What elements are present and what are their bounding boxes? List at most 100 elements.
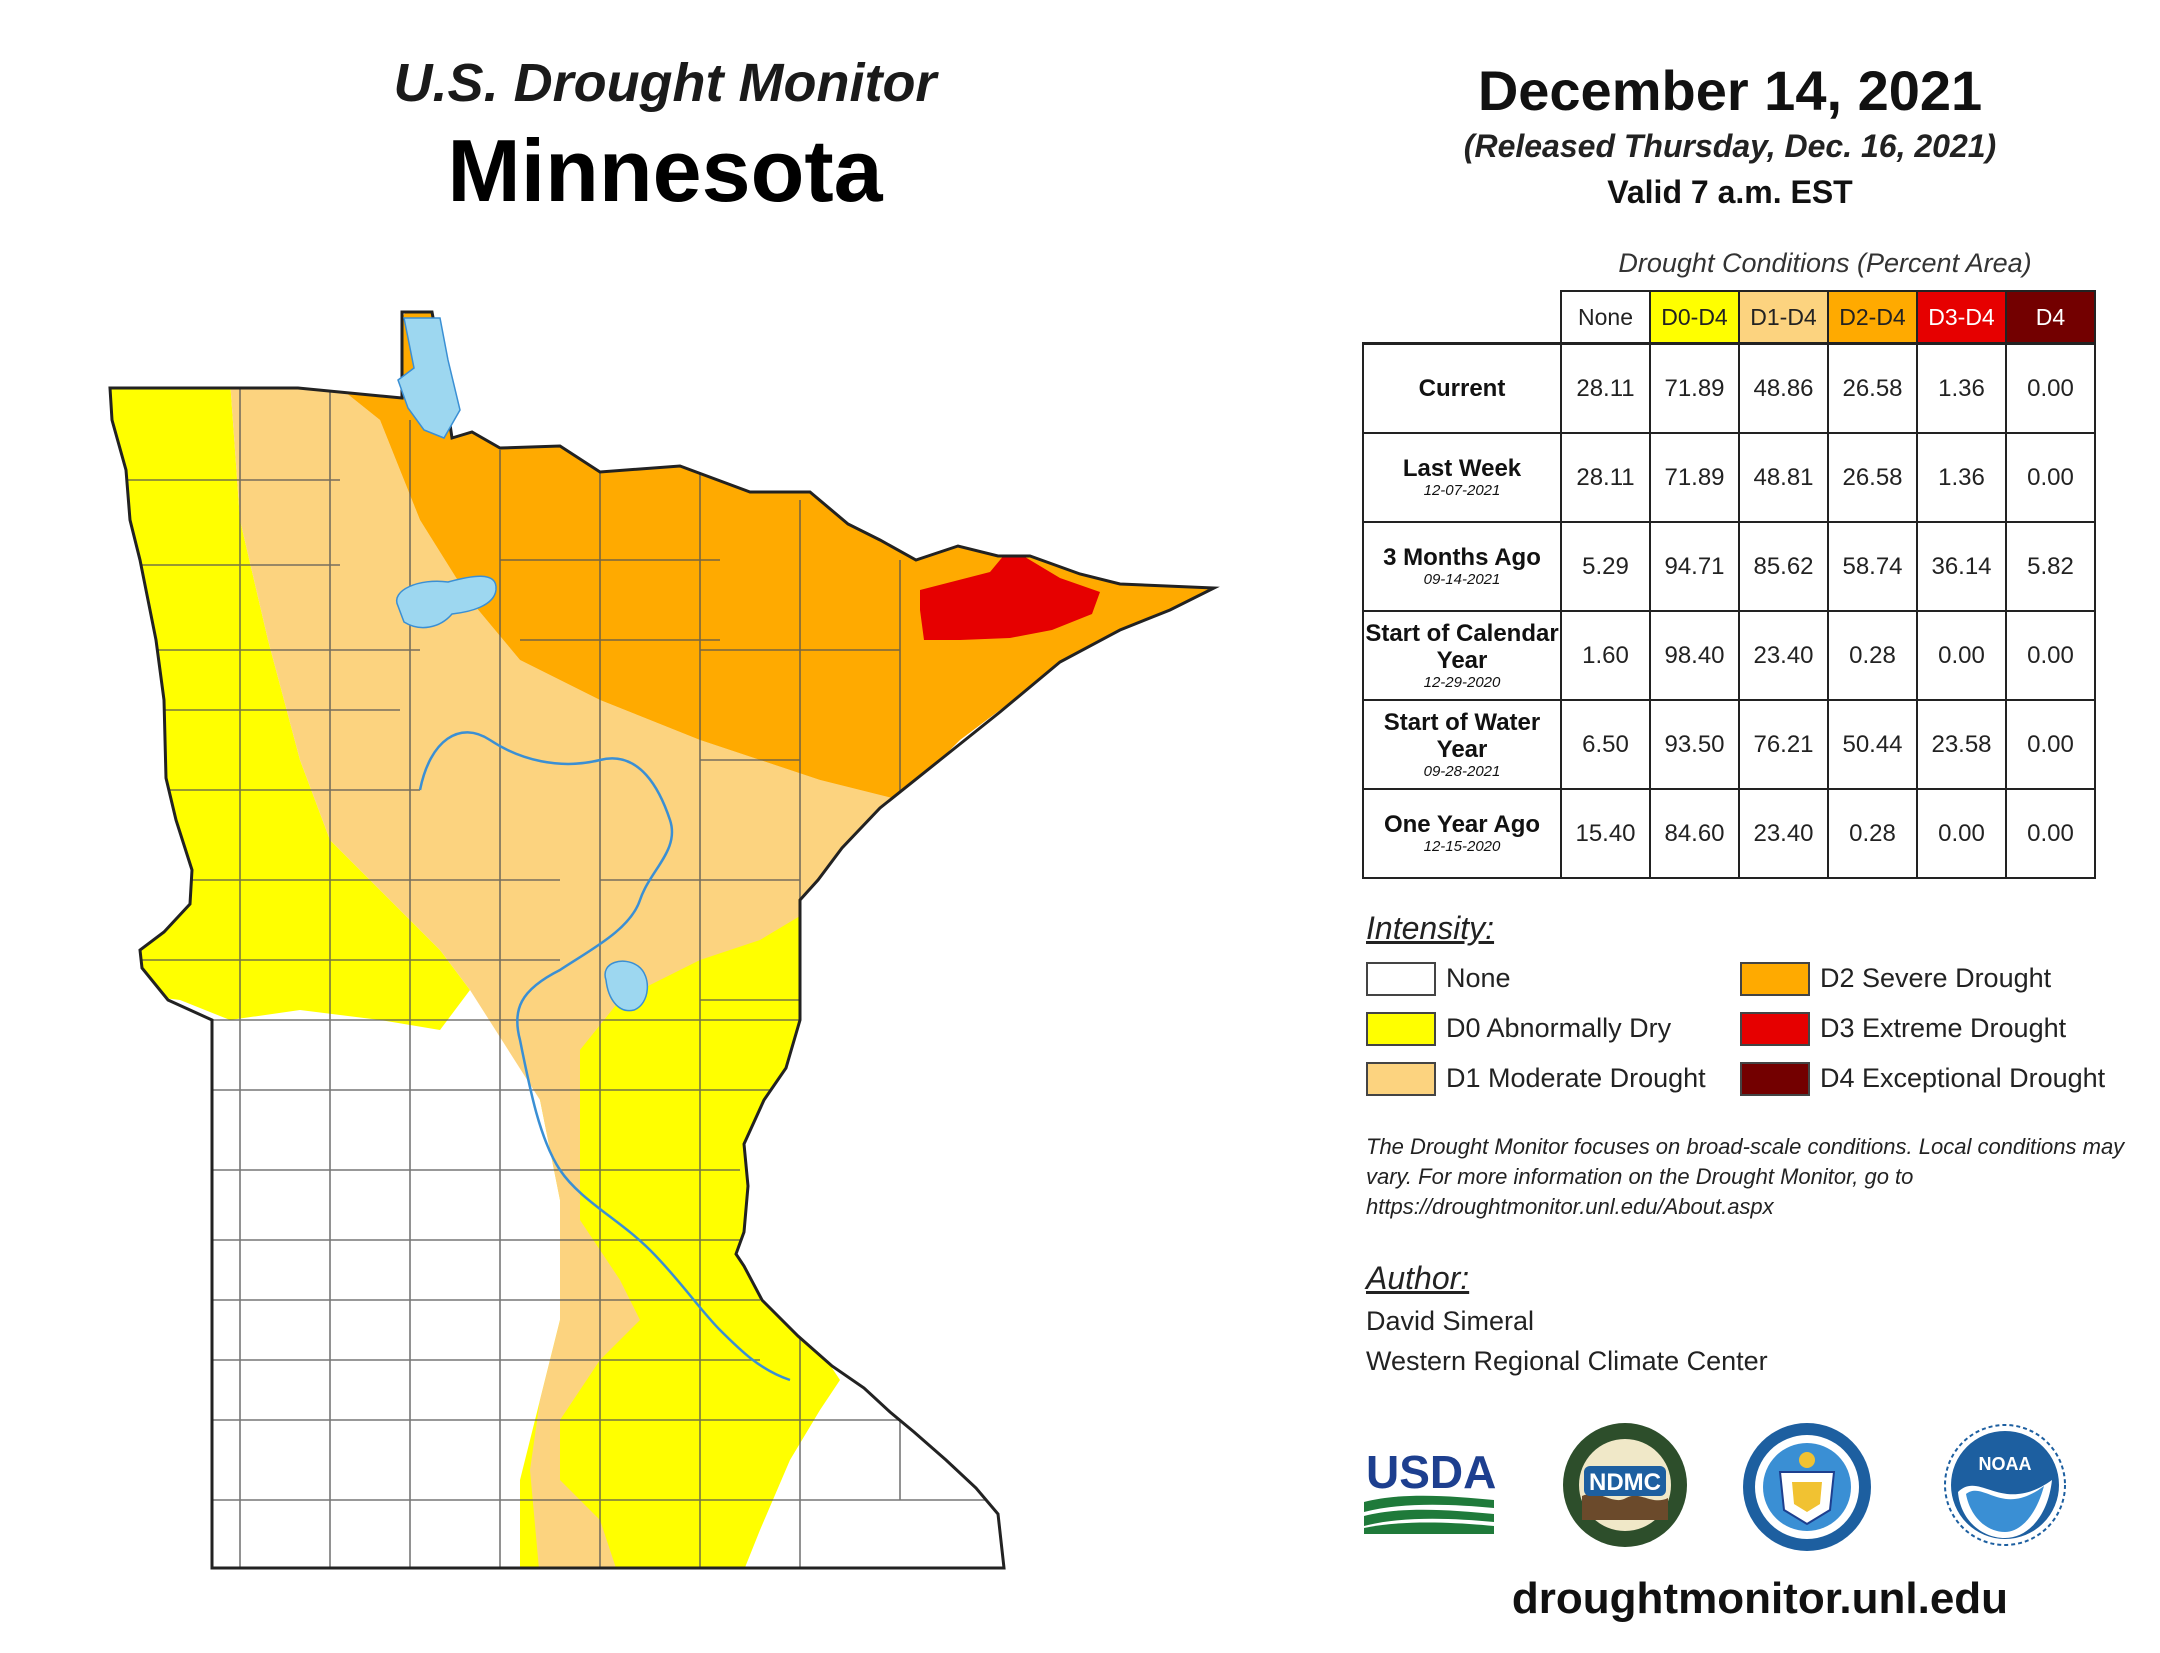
table-cell: 26.58 [1827,432,1918,523]
lake-of-the-woods [397,317,461,439]
col-header-d2-d4: D2-D4 [1827,290,1918,345]
noaa-logo: NOAA [1944,1424,2066,1546]
table-cell: 1.36 [1916,342,2007,434]
legend-swatch [1366,1012,1436,1046]
source-url[interactable]: droughtmonitor.unl.edu [1511,1574,2009,1623]
valid-time: Valid 7 a.m. EST [1607,174,1853,210]
legend-label: D2 Severe Drought [1820,963,2052,993]
table-cell: 76.21 [1738,699,1829,790]
table-cell: 0.28 [1827,788,1918,879]
row-label: 3 Months Ago 09-14-2021 [1362,521,1562,612]
drought-conditions-table: None D0-D4 D1-D4 D2-D4 D3-D4 D4 Current 2… [1362,290,2096,879]
county-boundaries [110,380,1000,1568]
map-date: December 14, 2021 [1477,59,1983,122]
legend-label: D3 Extreme Drought [1820,1013,2067,1043]
table-caption: Drought Conditions (Percent Area) [1618,248,2032,278]
table-row: Start of Calendar Year 12-29-2020 1.60 98.4… [1362,610,2096,701]
table-cell: 6.50 [1560,699,1651,790]
table-cell: 0.00 [1916,788,2007,879]
usda-logo: USDA [1364,1446,1496,1534]
table-cell: 48.86 [1738,342,1829,434]
legend-title: Intensity: [1366,910,1495,946]
noaa-logo-text: NOAA [1979,1454,2032,1474]
table-corner [1363,291,1561,344]
table-cell: 94.71 [1649,521,1740,612]
table-cell: 1.36 [1916,432,2007,523]
table-cell: 23.40 [1738,788,1829,879]
table-cell: 0.00 [2005,699,2096,790]
table-row: One Year Ago 12-15-2020 15.40 84.60 23.40 0.2… [1362,788,2096,879]
legend-label: None [1446,963,1511,993]
table-cell: 0.00 [2005,432,2096,523]
table-cell: 28.11 [1560,432,1651,523]
table-cell: 5.82 [2005,521,2096,612]
row-label-text: Start of Water Year [1383,708,1541,763]
row-label: Start of Calendar Year 12-29-2020 [1362,610,1562,701]
table-cell: 98.40 [1649,610,1740,701]
author-name: David Simeral [1366,1306,1535,1336]
disclaimer-note: The Drought Monitor focuses on broad-sca… [1366,1134,2125,1219]
table-row: Current 28.11 71.89 48.86 26.58 1.36 0.00 [1362,342,2096,434]
state-title: Minnesota [447,121,883,220]
row-label-text: Current [1418,375,1506,402]
monitor-title: U.S. Drought Monitor [393,53,937,113]
ndmc-logo: NDMC [1563,1423,1687,1547]
table-row: Start of Water Year 09-28-2021 6.50 93.50 76… [1362,699,2096,790]
author-title: Author: [1366,1260,1470,1296]
row-label-text: Start of Calendar Year [1365,619,1559,674]
table-cell: 84.60 [1649,788,1740,879]
col-header-none: None [1560,290,1651,345]
table-cell: 5.29 [1560,521,1651,612]
table-cell: 0.00 [2005,610,2096,701]
row-date: 09-14-2021 [1423,571,1501,588]
table-cell: 0.28 [1827,610,1918,701]
legend-swatch [1740,1062,1810,1096]
mille-lacs-lake [604,960,648,1012]
table-cell: 23.58 [1916,699,2007,790]
table-cell: 0.00 [2005,788,2096,879]
row-date: 12-15-2020 [1423,838,1501,855]
table-cell: 93.50 [1649,699,1740,790]
red-lake [395,575,497,629]
row-label: Current [1362,342,1562,434]
col-header-d0-d4: D0-D4 [1649,290,1740,345]
table-cell: 50.44 [1827,699,1918,790]
row-date: 12-07-2021 [1423,482,1501,499]
table-cell: 85.62 [1738,521,1829,612]
col-header-d4: D4 [2005,290,2096,345]
table-cell: 48.81 [1738,432,1829,523]
usda-logo-text: USDA [1366,1446,1496,1498]
row-label-text: Last Week [1402,455,1522,482]
legend-swatch [1740,1012,1810,1046]
legend-swatch [1366,1062,1436,1096]
col-header-d3-d4: D3-D4 [1916,290,2007,345]
row-label: Start of Water Year 09-28-2021 [1362,699,1562,790]
legend-swatch [1366,962,1436,996]
table-cell: 58.74 [1827,521,1918,612]
table-cell: 71.89 [1649,432,1740,523]
table-cell: 36.14 [1916,521,2007,612]
table-cell: 0.00 [2005,342,2096,434]
lakes [395,317,648,1012]
table-cell: 0.00 [1916,610,2007,701]
row-label-text: One Year Ago [1383,811,1541,838]
table-row: 3 Months Ago 09-14-2021 5.29 94.71 85.62 58.7… [1362,521,2096,612]
table-header-row: None D0-D4 D1-D4 D2-D4 D3-D4 D4 [1363,290,2096,345]
table-row: Last Week 12-07-2021 28.11 71.89 48.81 26.58 1… [1362,432,2096,523]
legend-swatch [1740,962,1810,996]
ndmc-logo-text: NDMC [1589,1469,1661,1496]
table-cell: 23.40 [1738,610,1829,701]
row-date: 12-29-2020 [1423,673,1501,691]
row-label-text: 3 Months Ago [1383,544,1541,571]
row-label: One Year Ago 12-15-2020 [1362,788,1562,879]
row-date: 09-28-2021 [1423,762,1501,780]
table-cell: 15.40 [1560,788,1651,879]
release-date: (Released Thursday, Dec. 16, 2021) [1463,128,1997,164]
d1-region [230,380,900,1568]
table-cell: 28.11 [1560,342,1651,434]
drought-map [108,310,1216,1570]
mississippi-river [418,731,791,1382]
table-cell: 26.58 [1827,342,1918,434]
row-label: Last Week 12-07-2021 [1362,432,1562,523]
legend-label: D1 Moderate Drought [1446,1063,1706,1093]
